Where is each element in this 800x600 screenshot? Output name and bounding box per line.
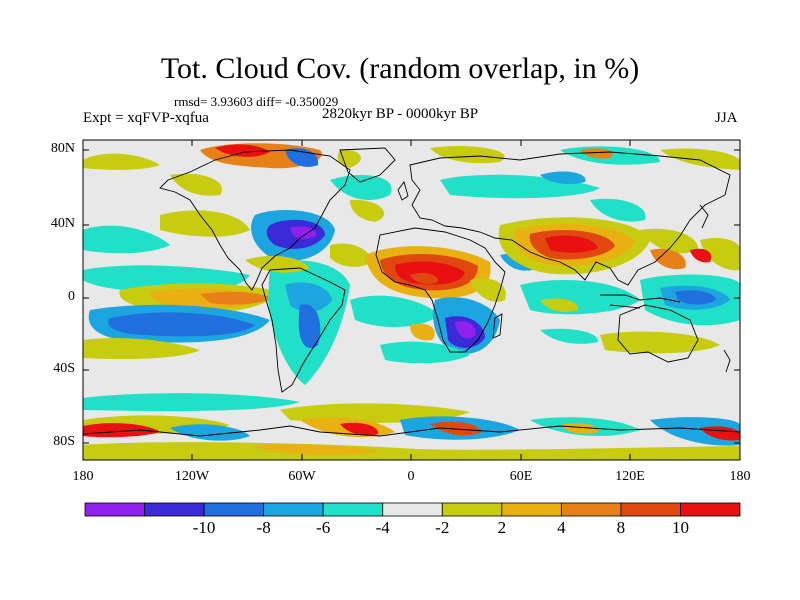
anomaly-patch — [83, 338, 200, 360]
lon-label: 180 — [72, 469, 94, 484]
colorbar-swatch — [441, 502, 503, 517]
anomaly-patch — [83, 225, 170, 254]
coastline-indonesia — [600, 294, 681, 309]
colorbar-swatch — [620, 502, 681, 517]
coastline-antarctica — [83, 425, 740, 437]
lat-label: 80N — [50, 141, 75, 156]
anomaly-patch — [590, 198, 646, 222]
lat-label: 0 — [68, 289, 75, 304]
anomaly-patch — [170, 424, 250, 441]
anomaly-patch — [83, 153, 160, 170]
lon-label: 60W — [288, 469, 316, 484]
lat-label: 40S — [53, 361, 75, 376]
colorbar-swatch — [263, 502, 324, 517]
axis-ticks — [82, 140, 741, 460]
colorbar-label: 8 — [616, 518, 626, 537]
coastline-greenland — [339, 147, 396, 183]
anomaly-patch — [350, 199, 385, 222]
anomaly-patch — [545, 235, 598, 253]
colorbar-label: 2 — [497, 518, 507, 537]
anomaly-patch — [410, 323, 435, 341]
anomaly-patch — [690, 248, 712, 263]
anomaly-patch — [330, 175, 392, 200]
colorbar-label: 4 — [557, 518, 566, 537]
anomaly-patch — [285, 282, 332, 312]
anomaly-patch — [540, 171, 586, 184]
anomaly-patch — [700, 238, 740, 271]
colorbar-swatch — [144, 502, 205, 517]
colorbar-swatch — [382, 502, 443, 517]
coastline-africa — [375, 227, 506, 353]
lon-label: 120E — [615, 469, 645, 484]
anomaly-patch — [170, 173, 222, 196]
anomaly-patch — [160, 210, 250, 237]
anomaly-patch — [430, 145, 505, 164]
anomaly-patch — [250, 444, 380, 455]
lat-label: 40N — [50, 216, 75, 231]
anomaly-patch — [410, 272, 439, 284]
coastline-uk — [397, 181, 409, 201]
period-label: 2820kyr BP - 0000kyr BP — [322, 106, 479, 122]
colorbar-swatch — [203, 502, 265, 517]
anomaly-patch — [350, 295, 440, 327]
lat-label: 80S — [53, 434, 75, 449]
stats-label: rmsd= 3.93603 diff= -0.350029 — [174, 94, 339, 109]
anomaly-patch — [470, 278, 506, 302]
coastline-new-zealand — [723, 349, 731, 373]
anomaly-patch — [200, 291, 272, 305]
anomaly-patch — [540, 328, 599, 344]
chart-title: Tot. Cloud Cov. (random overlap, in %) — [160, 52, 640, 85]
colorbar-label: -8 — [256, 518, 271, 537]
anomaly-patch — [540, 298, 579, 312]
anomaly-patch — [430, 421, 482, 436]
anomaly-field — [83, 143, 740, 460]
colorbar-swatch — [84, 502, 145, 517]
anomaly-patch — [640, 228, 699, 254]
anomaly-patch — [83, 423, 160, 438]
anomaly-patch — [560, 422, 599, 434]
anomaly-patch — [330, 243, 372, 267]
anomaly-patch — [650, 248, 686, 270]
colorbar-label: -2 — [435, 518, 450, 537]
anomaly-patch — [340, 422, 379, 436]
coastline-eurasia — [409, 151, 731, 286]
experiment-label: Expt = xqFVP-xqfua — [83, 110, 209, 126]
anomaly-patch — [660, 148, 740, 170]
colorbar — [84, 502, 741, 517]
colorbar-swatch — [322, 502, 384, 517]
anomaly-patch — [298, 304, 321, 349]
lon-label: 0 — [407, 469, 415, 484]
anomaly-patch — [337, 149, 361, 168]
colorbar-label: 10 — [671, 518, 689, 537]
anomaly-patch — [83, 442, 740, 460]
anomaly-patch — [290, 226, 317, 240]
season-label: JJA — [715, 110, 738, 126]
lon-label: 60E — [509, 469, 533, 484]
anomaly-patch — [675, 290, 716, 305]
coastline-madagascar — [492, 313, 503, 339]
colorbar-label: -4 — [375, 518, 390, 537]
coastline-south-america — [261, 267, 346, 393]
lon-label: 180 — [729, 469, 751, 484]
anomaly-patch — [108, 312, 256, 337]
colorbar-swatch — [501, 502, 562, 517]
colorbar-label: -10 — [192, 518, 216, 537]
anomaly-patch — [600, 331, 720, 354]
colorbar-swatch — [560, 502, 622, 517]
coastline-north-america — [159, 149, 351, 291]
anomaly-patch — [83, 393, 300, 412]
anomaly-patch — [215, 144, 270, 157]
coastlines — [83, 147, 740, 437]
colorbar-label: -6 — [316, 518, 331, 537]
coastline-japan — [699, 204, 709, 229]
coastline-australia — [617, 304, 699, 363]
anomaly-patch — [455, 320, 476, 339]
colorbar-swatch — [680, 502, 741, 517]
anomaly-patch — [580, 148, 613, 159]
lon-label: 120W — [174, 469, 210, 484]
anomaly-patch — [395, 261, 465, 285]
